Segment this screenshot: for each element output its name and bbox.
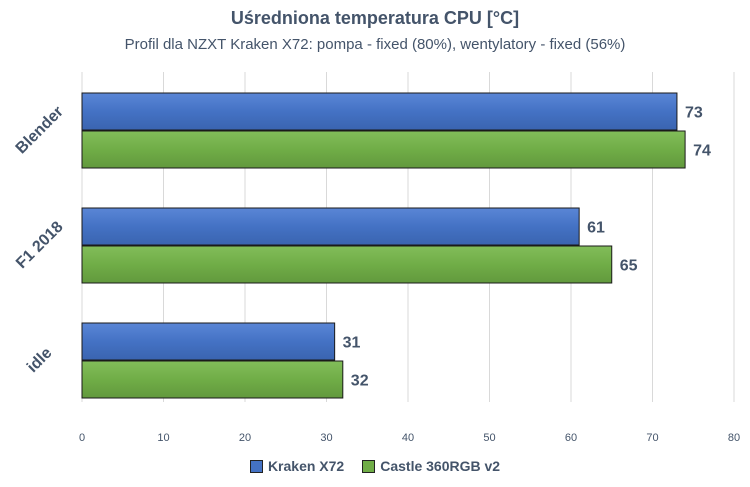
data-label-blender-series-1: 74 [693, 143, 711, 160]
legend-label-castle: Castle 360RGB v2 [380, 458, 501, 474]
bar-blender-series-1 [81, 130, 686, 169]
x-tick-label-50: 50 [483, 432, 495, 444]
legend-item-kraken: Kraken X72 [249, 458, 345, 474]
bar-blender-series-0 [81, 92, 678, 131]
x-tick-label-10: 10 [157, 432, 169, 444]
bar-idle-series-0 [81, 322, 336, 361]
category-label-f1-2018: F1 2018 [13, 218, 67, 272]
category-labels: Blender F1 2018 idle [13, 103, 67, 376]
bar-f1-2018-series-0 [81, 207, 580, 246]
x-tick-label-20: 20 [239, 432, 251, 444]
chart-subtitle: Profil dla NZXT Kraken X72: pompa - fixe… [124, 36, 626, 53]
x-tick-label-40: 40 [402, 432, 414, 444]
data-label-f1-2018-series-1: 65 [620, 258, 638, 275]
x-tick-label-70: 70 [646, 432, 658, 444]
x-axis-ticks: 0 10 20 30 40 50 60 70 80 [79, 432, 740, 444]
legend: Kraken X72 Castle 360RGB v2 [0, 458, 750, 474]
bar-idle-series-1 [81, 360, 344, 399]
bars [81, 92, 686, 399]
data-label-idle-series-1: 32 [351, 373, 369, 390]
data-label-blender-series-0: 73 [685, 105, 703, 122]
x-tick-label-60: 60 [565, 432, 577, 444]
data-labels: 73 74 61 65 31 32 [343, 105, 711, 390]
chart-title: Uśredniona temperatura CPU [°C] [230, 8, 520, 28]
bar-f1-2018-series-1 [81, 245, 613, 284]
legend-swatch-kraken [249, 459, 263, 473]
data-label-f1-2018-series-0: 61 [587, 220, 605, 237]
legend-swatch-castle [362, 459, 376, 473]
category-label-idle: idle [24, 344, 56, 376]
legend-item-castle: Castle 360RGB v2 [362, 458, 500, 474]
legend-label-kraken: Kraken X72 [267, 458, 345, 474]
x-tick-label-30: 30 [320, 432, 332, 444]
x-tick-label-80: 80 [728, 432, 740, 444]
data-label-idle-series-0: 31 [343, 335, 361, 352]
category-label-blender: Blender [13, 103, 67, 157]
x-tick-label-0: 0 [79, 432, 85, 444]
